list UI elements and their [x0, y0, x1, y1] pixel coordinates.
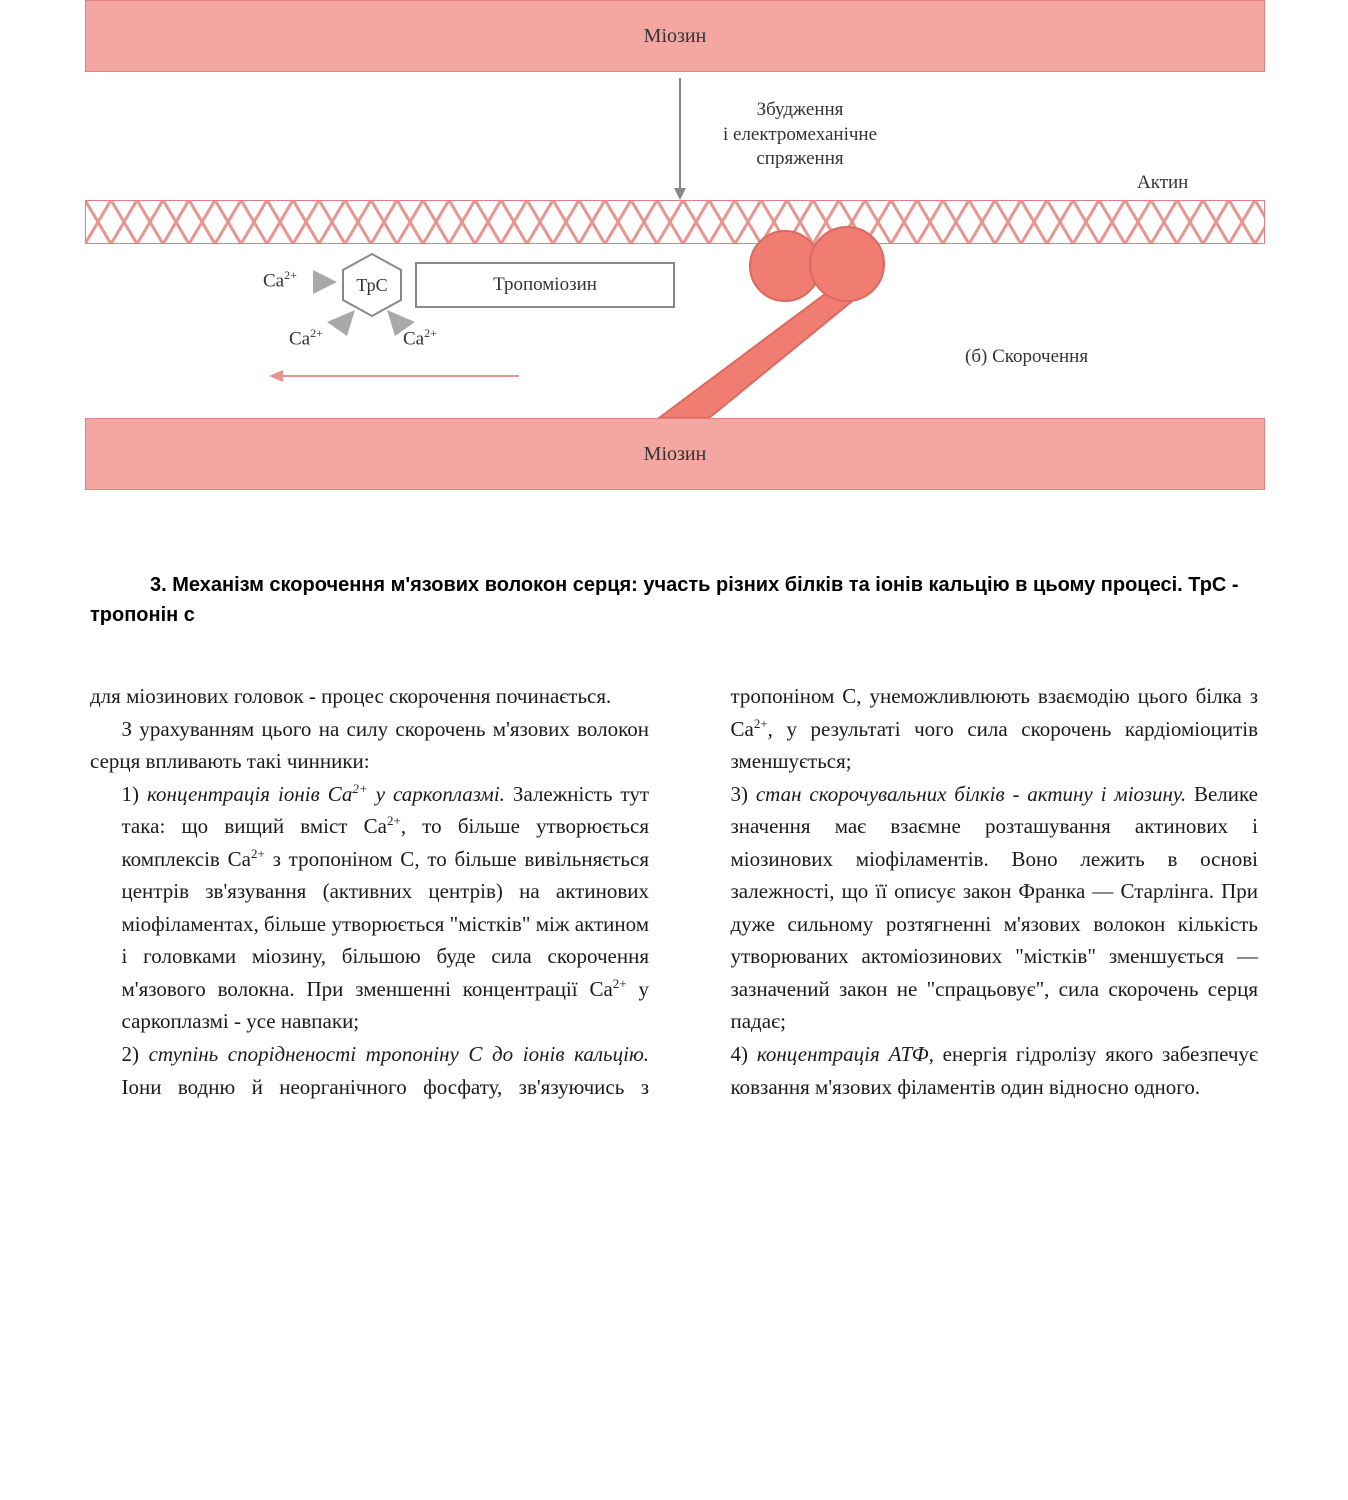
list-item: 1) концентрація іонів Са2+ у саркоплазмі… [122, 778, 650, 1038]
troponin-c-label: ТрС [356, 275, 387, 296]
intro-paragraph-1: для міозинових головок - процес скорочен… [90, 680, 649, 713]
myosin-label-top: Міозин [644, 25, 707, 48]
list-item: 4) концентрація АТФ, енергія гідролізу я… [731, 1038, 1259, 1103]
muscle-contraction-diagram: Міозин Збудження і електромеханічне спря… [85, 0, 1265, 490]
figure-caption: 3. Механізм скорочення м'язових волокон … [90, 570, 1258, 630]
ca-ion-label: Ca2+ [289, 326, 323, 350]
ca-triangle-icon [325, 308, 359, 338]
arrow-left-icon [267, 368, 523, 384]
ca-ion-label: Ca2+ [263, 268, 297, 292]
ca-triangle-icon [309, 266, 341, 298]
excitation-label: Збудження і електромеханічне спряження [685, 98, 915, 172]
body-text: для міозинових головок - процес скорочен… [90, 680, 1258, 1103]
actin-label: Актин [1137, 172, 1188, 194]
ca-ion-label: Ca2+ [403, 326, 437, 350]
myosin-label-bottom: Міозин [644, 443, 707, 466]
arrow-down-icon [670, 78, 690, 202]
myosin-band-bottom: Міозин [85, 418, 1265, 490]
list-item: 3) стан скорочувальних білків - актину і… [731, 778, 1259, 1038]
intro-paragraph-2: З урахуванням цього на силу скорочень м'… [90, 713, 649, 778]
contraction-label: (б) Скорочення [965, 346, 1088, 368]
myosin-band-top: Міозин [85, 0, 1265, 72]
myosin-head-icon [625, 226, 905, 426]
